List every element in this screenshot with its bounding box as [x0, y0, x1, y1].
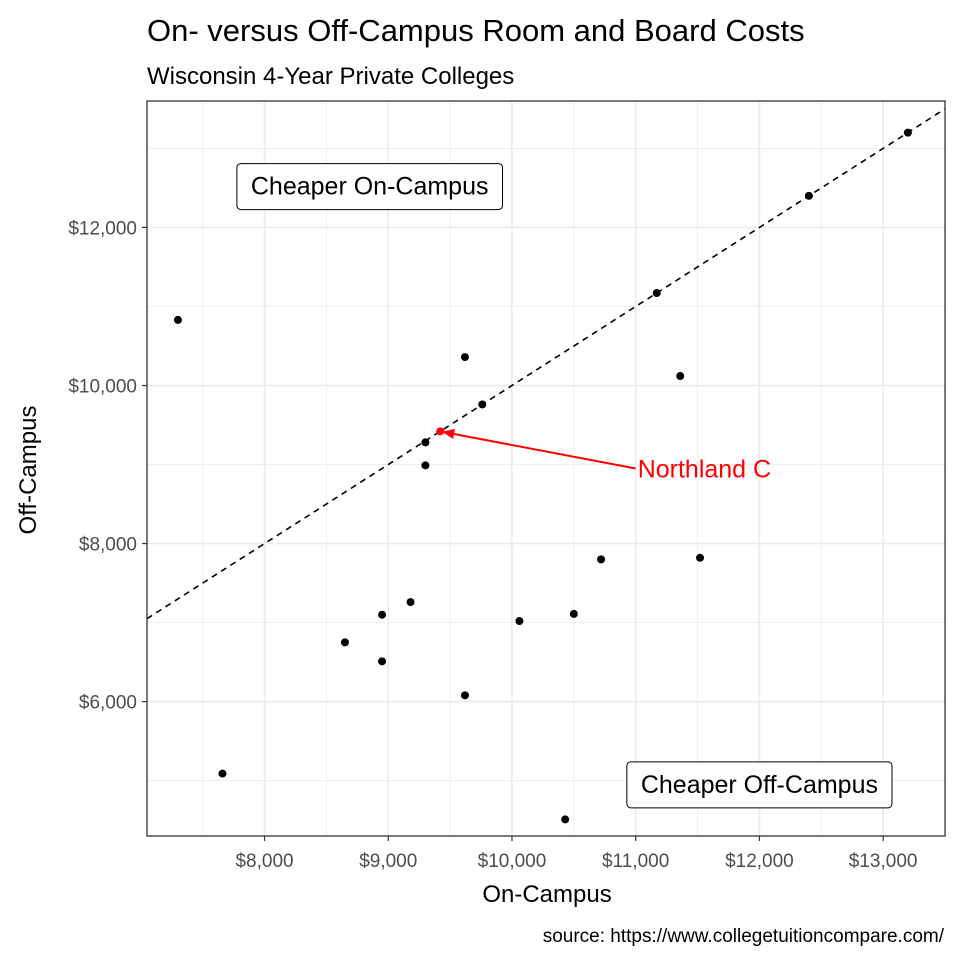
callout-arrow-shaft [449, 432, 636, 470]
annotation-box [626, 761, 893, 809]
y-axis-title: Off-Campus [15, 406, 42, 535]
data-point [218, 769, 227, 778]
data-point [804, 191, 813, 200]
x-tick-label: $11,000 [602, 851, 669, 872]
gridlines [147, 101, 945, 836]
data-point [652, 289, 661, 298]
y-tick-label: $6,000 [79, 693, 137, 714]
x-axis-ticks: $8,000 $9,000 $10,000 $11,000 $12,000 $13,000 [235, 836, 917, 872]
annotation-label: Cheaper On-Campus [251, 173, 489, 201]
x-tick-label: $13,000 [849, 851, 918, 872]
data-point [515, 617, 524, 626]
data-points [173, 128, 912, 824]
y-tick-label: $10,000 [68, 377, 137, 398]
data-point [460, 691, 469, 700]
annotation-box [236, 163, 504, 211]
data-point [406, 598, 415, 607]
plot-panel-border [146, 100, 946, 837]
annotation-label: Cheaper Off-Campus [641, 771, 878, 799]
data-point [378, 657, 387, 666]
data-point [561, 815, 570, 824]
y-tick-label: $12,000 [68, 218, 137, 239]
y-axis-ticks: $6,000 $8,000 $10,000 $12,000 [68, 218, 147, 714]
source-caption: source: https://www.collegetuitioncompar… [543, 926, 945, 947]
region-annotation: Cheaper On-Campus [236, 163, 504, 211]
data-point [421, 461, 430, 470]
data-point [903, 128, 912, 137]
chart-title: On- versus Off-Campus Room and Board Cos… [147, 13, 805, 48]
highlight-label: Northland C [638, 456, 771, 484]
parity-reference-line [146, 108, 946, 620]
data-point [597, 555, 606, 564]
x-tick-label: $8,000 [235, 851, 293, 872]
data-point [340, 638, 349, 647]
x-tick-label: $12,000 [725, 851, 794, 872]
data-point [569, 609, 578, 618]
data-point [421, 438, 430, 447]
y-tick-label: $8,000 [79, 535, 137, 556]
callout-arrow-head [442, 429, 455, 439]
reference-line-layer [146, 108, 946, 620]
data-point [173, 315, 182, 324]
chart-subtitle: Wisconsin 4-Year Private Colleges [147, 63, 514, 90]
highlight-callout: Northland C [436, 427, 771, 484]
data-point [478, 400, 487, 409]
data-point [676, 372, 685, 381]
data-point [460, 353, 469, 362]
data-point [696, 553, 705, 562]
highlight-point [436, 427, 445, 436]
x-axis-title: On-Campus [482, 881, 611, 908]
data-point [378, 610, 387, 619]
x-tick-label: $9,000 [359, 851, 417, 872]
region-annotation: Cheaper Off-Campus [626, 761, 893, 809]
region-annotations: Cheaper On-Campus Cheaper Off-Campus [236, 163, 893, 809]
x-tick-label: $10,000 [478, 851, 547, 872]
